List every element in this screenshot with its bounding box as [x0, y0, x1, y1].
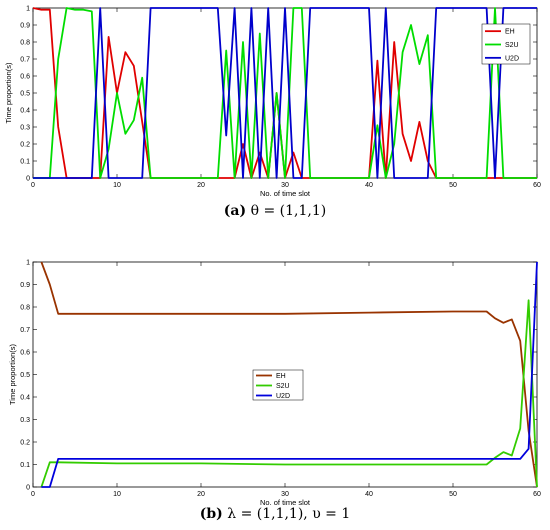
y-tick-label: 0.3 [20, 125, 30, 132]
x-tick-label: 10 [113, 491, 121, 498]
y-tick-label: 0.4 [20, 108, 30, 115]
plot-frame [32, 7, 538, 179]
y-tick-label: 0 [26, 176, 30, 183]
x-tick-label: 10 [113, 182, 121, 189]
y-tick-label: 0.4 [20, 395, 30, 402]
chart-a: 0 10 20 30 40 50 60 0 0.1 0.2 0.3 0.4 0.5 0.6 0.7 0.8 0.… [4, 6, 541, 199]
y-tick-label: 0.9 [20, 282, 30, 289]
x-tick-label: 0 [31, 182, 35, 189]
y-axis-label: Time proportion(s) [8, 344, 17, 405]
y-tick-label: 1 [26, 6, 30, 13]
x-tick-label: 20 [197, 182, 205, 189]
y-tick-label: 0.8 [20, 40, 30, 47]
x-tick-label: 60 [533, 182, 541, 189]
y-tick-label: 0.6 [20, 350, 30, 357]
x-axis-label: No. of time slot [260, 189, 311, 198]
legend-label: EH [276, 373, 286, 380]
caption-b: (b) λ = (1,1,1), υ = 1 [0, 506, 550, 522]
x-tick-label: 40 [365, 182, 373, 189]
y-tick-label: 0.6 [20, 74, 30, 81]
series-line-s2u [40, 299, 538, 488]
y-tick-label: 0.2 [20, 440, 30, 447]
x-tick-label: 0 [31, 491, 35, 498]
legend-label: U2D [276, 393, 290, 400]
caption-b-text: λ = (1,1,1), υ = 1 [227, 506, 351, 522]
x-tick-label: 30 [281, 182, 289, 189]
y-axis-label: Time proportion(s) [4, 62, 13, 123]
series-line-u2d [41, 261, 538, 488]
legend-label: U2D [505, 55, 519, 62]
y-tick-label: 0.1 [20, 159, 30, 166]
y-tick-label: 0.5 [20, 91, 30, 98]
caption-a: (a) θ = (1,1,1) [0, 203, 550, 219]
legend-label: S2U [276, 383, 290, 390]
caption-b-letter: (b) [199, 506, 223, 522]
y-tick-label: 0.9 [20, 23, 30, 30]
y-tick-label: 0.7 [20, 327, 30, 334]
y-tick-label: 0.7 [20, 57, 30, 64]
y-tick-label: 0.2 [20, 142, 30, 149]
x-tick-label: 50 [449, 491, 457, 498]
x-tick-label: 30 [281, 491, 289, 498]
y-tick-label: 0 [26, 485, 30, 492]
x-tick-label: 20 [197, 491, 205, 498]
y-tick-label: 0.5 [20, 372, 30, 379]
series-line-s2u [33, 7, 537, 179]
series-line-u2d [33, 7, 537, 179]
x-tick-label: 50 [449, 182, 457, 189]
y-tick-label: 0.3 [20, 417, 30, 424]
x-tick-label: 60 [533, 491, 541, 498]
y-tick-label: 0.8 [20, 305, 30, 312]
x-axis-label: No. of time slot [260, 498, 311, 507]
x-tick-label: 40 [365, 491, 373, 498]
y-tick-label: 1 [26, 260, 30, 267]
series-line-eh [40, 261, 538, 488]
legend-label: EH [505, 29, 515, 36]
legend-label: S2U [505, 42, 519, 49]
caption-a-text: θ = (1,1,1) [250, 203, 327, 219]
y-tick-label: 0.1 [20, 462, 30, 469]
chart-b: 0 10 20 30 40 50 60 0 0.1 0.2 0.3 0.4 0.5 0.6 0.7 0.8 0.… [8, 260, 541, 508]
caption-a-letter: (a) [223, 203, 247, 219]
